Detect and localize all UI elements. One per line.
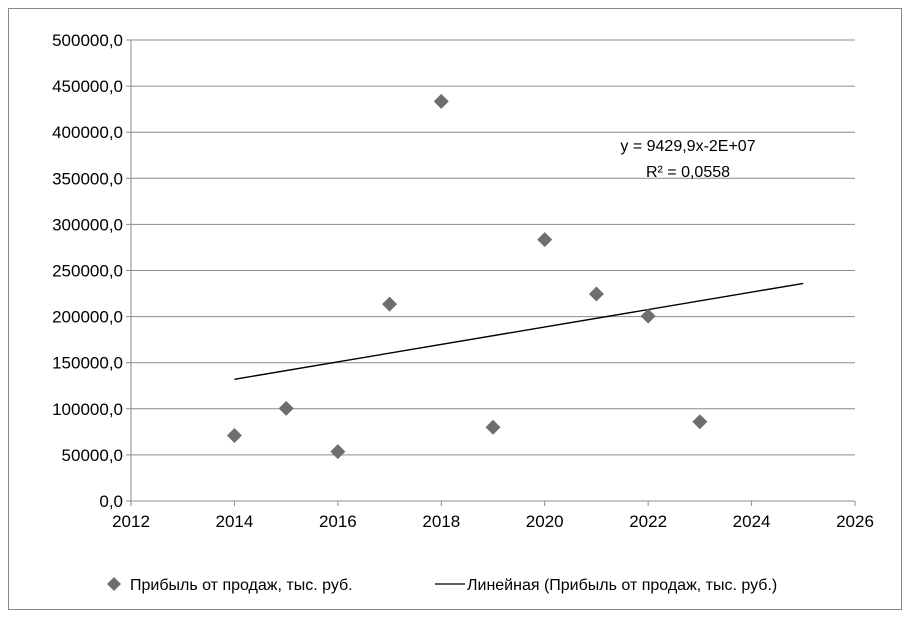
legend-label-trendline: Линейная (Прибыль от продаж, тыс. руб.) (467, 577, 777, 594)
gridlines (131, 39, 855, 456)
y-tick-label: 100000,0 (52, 400, 123, 419)
trendline-equation-text: y = 9429,9x-2E+07 (620, 138, 755, 155)
data-point-2021 (588, 286, 604, 302)
data-point-2014 (226, 428, 242, 444)
data-point-2017 (382, 296, 398, 312)
chart-frame: 0,0 50000,0 100000,0 150000,0 200000,0 250000… (8, 8, 902, 610)
x-tick-label: 2026 (836, 512, 874, 531)
x-tick-label: 2012 (112, 512, 150, 531)
data-point-2022 (640, 308, 656, 324)
y-tick-label: 50000,0 (62, 446, 123, 465)
trendline (234, 282, 804, 380)
trendline-layer (234, 282, 804, 380)
y-tick-label: 350000,0 (52, 169, 123, 188)
chart-svg: 0,0 50000,0 100000,0 150000,0 200000,0 250000… (52, 31, 874, 594)
y-tick-label: 150000,0 (52, 354, 123, 373)
data-point-2023 (692, 414, 708, 430)
x-tick-label: 2024 (733, 512, 771, 531)
data-point-2020 (537, 232, 553, 248)
y-tick-label: 300000,0 (52, 215, 123, 234)
data-point-2016 (330, 444, 346, 460)
legend-marker-diamond (107, 577, 121, 591)
y-tick-label: 200000,0 (52, 308, 123, 327)
x-axis-tick-labels: 2012 2014 2016 2018 2020 2022 2024 2026 (112, 512, 874, 531)
y-tick-label: 500000,0 (52, 31, 123, 50)
y-tick-label: 0,0 (99, 492, 123, 511)
legend: Прибыль от продаж, тыс. руб. Линейная (П… (107, 577, 777, 594)
data-point-2015 (278, 400, 294, 416)
y-tick-label: 250000,0 (52, 262, 123, 281)
y-tick-label: 450000,0 (52, 77, 123, 96)
y-axis-tick-labels: 0,0 50000,0 100000,0 150000,0 200000,0 250000… (52, 31, 123, 511)
axes (126, 39, 856, 506)
data-points (226, 93, 708, 460)
x-tick-label: 2022 (629, 512, 667, 531)
x-tick-label: 2018 (422, 512, 460, 531)
trendline-equation: y = 9429,9x-2E+07 R² = 0,0558 (620, 138, 755, 181)
data-point-2019 (485, 419, 501, 435)
x-tick-label: 2020 (526, 512, 564, 531)
data-point-2018 (433, 93, 449, 109)
x-tick-label: 2016 (319, 512, 357, 531)
legend-label-series: Прибыль от продаж, тыс. руб. (130, 577, 353, 594)
trendline-r-squared-text: R² = 0,0558 (646, 164, 730, 181)
x-tick-label: 2014 (216, 512, 254, 531)
y-tick-label: 400000,0 (52, 123, 123, 142)
